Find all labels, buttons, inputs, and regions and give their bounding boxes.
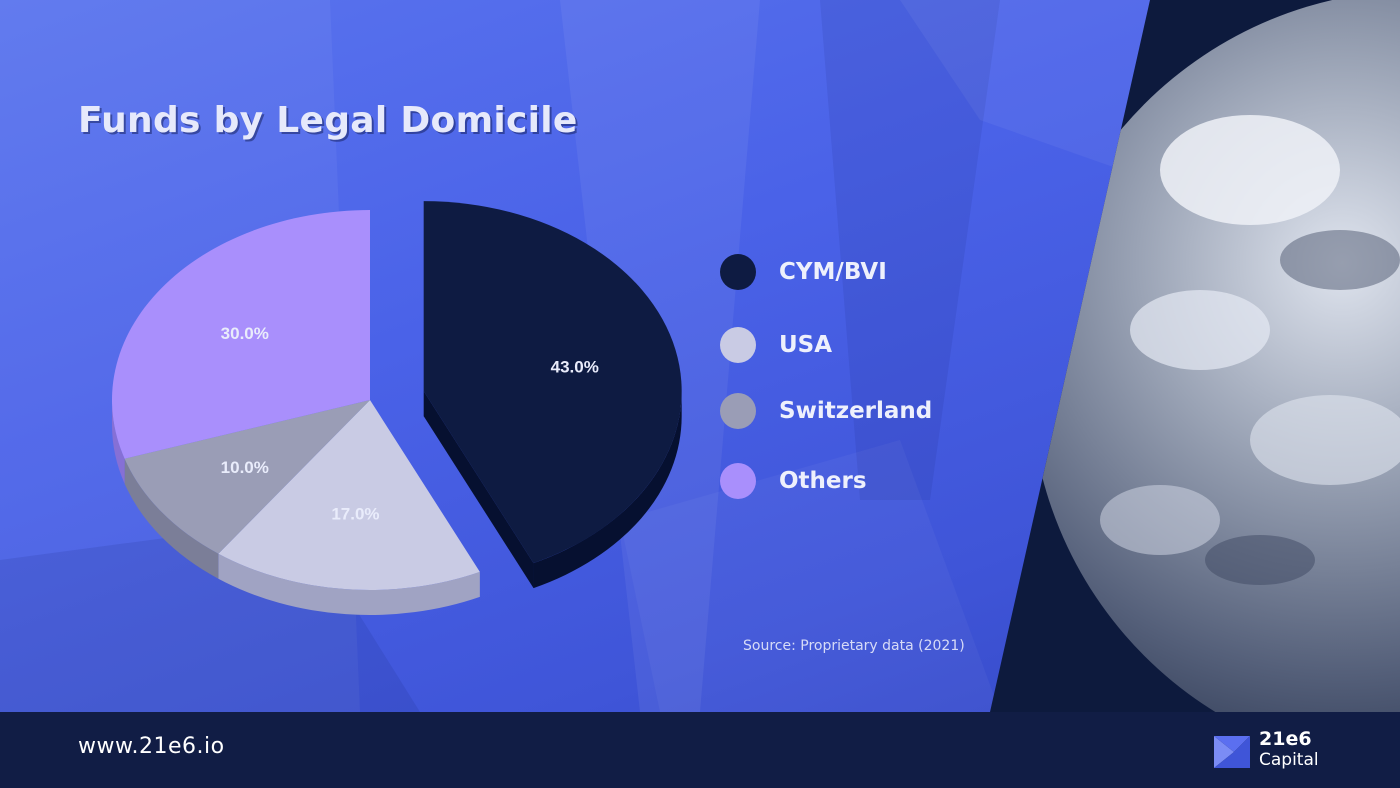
pie-side-usa (218, 553, 480, 615)
footer-url-link[interactable]: www.21e6.io (78, 734, 225, 759)
logo-name: 21e6 (1259, 728, 1312, 750)
logo-subtitle: Capital (1259, 750, 1319, 770)
pie-slice-cym-bvi (423, 201, 682, 564)
pie-side-cym-bvi (533, 391, 682, 589)
legend-label-cym-bvi: CYM/BVI (779, 259, 887, 285)
pie-slice-others (111, 210, 370, 459)
pie-label-others: 30.0% (221, 324, 269, 343)
legend-item-others: Others (720, 461, 980, 501)
pie-face-cym-bvi-1 (423, 391, 534, 589)
chart-title: Funds by Legal Domicile (78, 100, 578, 141)
pie-label-cym-bvi: 43.0% (551, 357, 599, 376)
legend-swatch-others (720, 463, 756, 499)
footer: www.21e6.io 21e6 Capital (0, 712, 1400, 788)
logo-mark-icon (1214, 736, 1250, 768)
pie-slice-usa (218, 400, 480, 590)
pie-slice-switzerland (124, 400, 371, 554)
legend-item-switzerland: Switzerland (720, 391, 980, 431)
source-note: Source: Proprietary data (2021) (743, 638, 965, 654)
legend-item-usa: USA (720, 325, 980, 365)
pie-side-switzerland (124, 458, 219, 579)
pie-label-switzerland: 10.0% (221, 458, 269, 477)
legend-swatch-cym-bvi (720, 254, 756, 290)
legend-swatch-switzerland (720, 393, 756, 429)
pie-chart: 43.0% 17.0% 10.0% 30.0% (111, 201, 682, 615)
legend-label-others: Others (779, 468, 867, 494)
pie-label-usa: 17.0% (331, 504, 379, 523)
legend-swatch-usa (720, 327, 756, 363)
legend-item-cym-bvi: CYM/BVI (720, 252, 980, 292)
legend-label-usa: USA (779, 332, 833, 358)
earth-image (1030, 0, 1400, 712)
legend-label-switzerland: Switzerland (779, 398, 933, 424)
pie-side-others (112, 400, 125, 484)
company-logo: 21e6 Capital (1212, 726, 1332, 778)
